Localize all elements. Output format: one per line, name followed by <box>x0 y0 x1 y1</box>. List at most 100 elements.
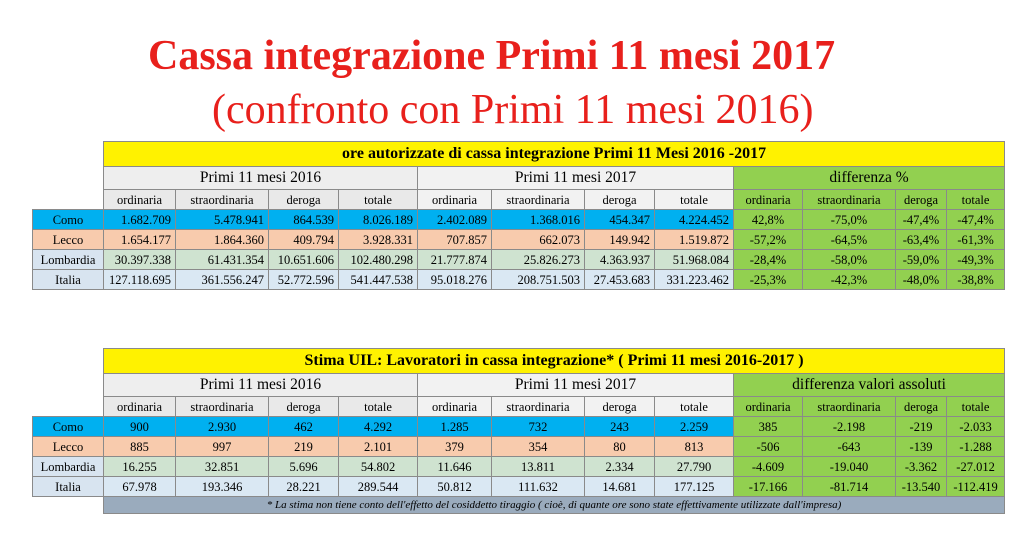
table1-cell: 331.223.462 <box>654 269 734 290</box>
table2-subheader: deroga <box>584 396 655 417</box>
table1-cell: 4.363.937 <box>584 249 655 270</box>
table1-row: Como 1.682.709 5.478.941 864.539 8.026.189 2.… <box>32 209 1006 230</box>
table1-cell: -48,0% <box>895 269 947 290</box>
table2-header: Stima UIL: Lavoratori in cassa integrazi… <box>102 348 1006 374</box>
table2-subheader: deroga <box>268 396 339 417</box>
table2-cell: 885 <box>103 436 176 457</box>
table2-cell: 1.285 <box>417 416 492 437</box>
table1-cell: -61,3% <box>945 229 1006 250</box>
table1-cell: 409.794 <box>268 229 339 250</box>
table1-row-label: Lecco <box>32 229 104 250</box>
table2-cell: 28.221 <box>268 476 339 497</box>
page-subtitle: (confronto con Primi 11 mesi 2016) <box>212 87 814 133</box>
table1-subheader: totale <box>338 189 418 210</box>
table2-cell: -2.033 <box>945 416 1006 437</box>
table1-cell: -75,0% <box>802 209 896 230</box>
table1-row-label: Italia <box>32 269 104 290</box>
table2-subheader: deroga <box>895 396 947 417</box>
table2-cell: 193.346 <box>175 476 269 497</box>
table2-cell: 50.812 <box>417 476 492 497</box>
table2-cell: 379 <box>417 436 492 457</box>
table1-cell: 1.864.360 <box>175 229 269 250</box>
table1-row: Italia 127.118.695 361.556.247 52.772.596 54… <box>32 269 1006 290</box>
table1-cell: 102.480.298 <box>338 249 418 270</box>
table2-cell: 80 <box>584 436 655 457</box>
table1-cell: 864.539 <box>268 209 339 230</box>
table2-row-label: Como <box>32 416 104 437</box>
table1-subheader: ordinaria <box>417 189 492 210</box>
table2-subheader: ordinaria <box>103 396 176 417</box>
table1-header: ore autorizzate di cassa integrazione Pr… <box>102 141 1006 167</box>
table2-cell: 2.101 <box>338 436 418 457</box>
table1-cell: -64,5% <box>802 229 896 250</box>
table1-cell: 454.347 <box>584 209 655 230</box>
table1-subheaders: ordinaria straordinaria deroga totale ordina… <box>33 189 1006 210</box>
ore-autorizzate-table: ore autorizzate di cassa integrazione Pr… <box>32 141 1006 290</box>
table1-subheader: ordinaria <box>103 189 176 210</box>
table2-cell: 32.851 <box>175 456 269 477</box>
table2-cell: 14.681 <box>584 476 655 497</box>
table1-cell: -47,4% <box>945 209 1006 230</box>
table1-subheader: totale <box>654 189 734 210</box>
table2-cell: 900 <box>103 416 176 437</box>
table2-cell: -139 <box>895 436 947 457</box>
table1-subheader: deroga <box>268 189 339 210</box>
table1-cell: 3.928.331 <box>338 229 418 250</box>
table2-cell: 385 <box>733 416 803 437</box>
table2-cell: 4.292 <box>338 416 418 437</box>
table1-cell: -28,4% <box>733 249 803 270</box>
table2-cell: -2.198 <box>802 416 896 437</box>
table2-row-label: Italia <box>32 476 104 497</box>
table2-cell: 732 <box>491 416 585 437</box>
table1-cell: 5.478.941 <box>175 209 269 230</box>
table2-cell: 2.259 <box>654 416 734 437</box>
table2-cell: 54.802 <box>338 456 418 477</box>
stima-lavoratori-table: Stima UIL: Lavoratori in cassa integrazi… <box>32 348 1006 514</box>
table1-cell: 1.368.016 <box>491 209 585 230</box>
table2-cell: 11.646 <box>417 456 492 477</box>
table2-cell: -27.012 <box>945 456 1006 477</box>
table2-group-diff: differenza valori assoluti <box>732 373 1006 397</box>
table1-cell: 4.224.452 <box>654 209 734 230</box>
table1-cell: 61.431.354 <box>175 249 269 270</box>
table1-row: Lombardia 30.397.338 61.431.354 10.651.606 1… <box>32 249 1006 270</box>
table2-subheader: ordinaria <box>733 396 803 417</box>
table2-cell: -19.040 <box>802 456 896 477</box>
table2-cell: 5.696 <box>268 456 339 477</box>
table2-subheader: ordinaria <box>417 396 492 417</box>
table2-row: Italia 67.978 193.346 28.221 289.544 50.812 11… <box>32 476 1006 497</box>
table1-cell: -59,0% <box>895 249 947 270</box>
table2-subheader: straordinaria <box>175 396 269 417</box>
table1-subheader: straordinaria <box>175 189 269 210</box>
table2-subheader: totale <box>945 396 1006 417</box>
table2-cell: 2.334 <box>584 456 655 477</box>
table1-cell: 1.519.872 <box>654 229 734 250</box>
table2-row: Como 900 2.930 462 4.292 1.285 732 243 2.259 385-… <box>32 416 1006 437</box>
table1-cell: 30.397.338 <box>103 249 176 270</box>
table1-subheader: ordinaria <box>733 189 803 210</box>
table1-subheader: straordinaria <box>491 189 585 210</box>
table2-subheaders: ordinaria straordinaria deroga totale ordina… <box>33 396 1006 417</box>
table1-cell: -63,4% <box>895 229 947 250</box>
table2-cell: 813 <box>654 436 734 457</box>
table2-cell: -17.166 <box>733 476 803 497</box>
table1-cell: -57,2% <box>733 229 803 250</box>
table1-cell: 21.777.874 <box>417 249 492 270</box>
table2-cell: 243 <box>584 416 655 437</box>
table2-cell: -643 <box>802 436 896 457</box>
table2-cell: 997 <box>175 436 269 457</box>
table1-group-2016: Primi 11 mesi 2016 <box>103 166 418 190</box>
table2-cell: -3.362 <box>895 456 947 477</box>
table2-subheader: totale <box>654 396 734 417</box>
table2-row-label: Lombardia <box>32 456 104 477</box>
table1-cell: 361.556.247 <box>175 269 269 290</box>
table2-cell: -112.419 <box>945 476 1006 497</box>
table1-cell: 149.942 <box>584 229 655 250</box>
table1-cell: 25.826.273 <box>491 249 585 270</box>
table2-cell: 111.632 <box>491 476 585 497</box>
table1-cell: 541.447.538 <box>338 269 418 290</box>
table2-cell: 219 <box>268 436 339 457</box>
table1-cell: -42,3% <box>802 269 896 290</box>
table2-subheader: straordinaria <box>802 396 896 417</box>
table1-cell: 42,8% <box>733 209 803 230</box>
